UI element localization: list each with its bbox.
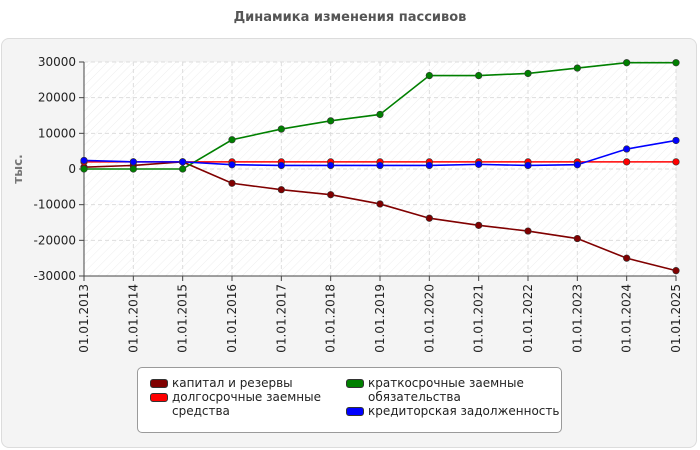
series-0-point [277,186,285,194]
series-1-point [672,158,680,166]
series-0-point [672,267,680,275]
series-2-point [376,110,384,119]
series-0-point [327,191,335,199]
series-2-point [129,165,137,173]
x-tick-label: 01.01.2019 [373,284,387,353]
x-tick-label: 01.01.2022 [521,284,535,353]
series-2-point [672,59,680,67]
series-2-point [277,125,285,133]
series-2-point [228,136,236,144]
series-2-point [573,64,581,72]
legend-swatch-accounts-payable [346,407,364,416]
series-3-point [623,145,631,153]
legend-item-capital: капитал и резервы [150,376,293,390]
legend-label-short-term-loans: краткосрочные заемные обязательства [368,376,524,404]
series-2-point [179,165,187,173]
x-tick-label: 01.01.2015 [176,284,190,353]
x-tick-label: 01.01.2014 [126,284,140,353]
series-3-point [524,161,532,170]
series-2-point [475,71,483,80]
series-3-point [573,161,581,169]
series-0-point [573,234,581,243]
series-3-point [672,136,680,145]
series-1-point [623,158,631,166]
series-0-point [623,254,631,262]
x-tick-label: 01.01.2018 [324,284,338,353]
series-2-point [425,71,433,80]
series-0-point [376,200,384,208]
y-tick-label: 20000 [38,91,76,105]
series-3-point [425,161,433,170]
x-tick-label: 01.01.2020 [422,284,436,353]
y-tick-label: -10000 [33,198,76,212]
legend-item-accounts-payable: кредиторская задолженность [346,404,559,418]
series-0-point [228,179,236,187]
series-0-point [524,227,532,235]
legend-item-short-term-loans: краткосрочные заемные обязательства [346,376,524,404]
legend: капитал и резервы долгосрочные заемные с… [137,367,562,433]
y-tick-label: -20000 [33,233,76,247]
x-tick-label: 01.01.2017 [274,284,288,353]
x-tick-label: 01.01.2025 [669,284,683,353]
legend-label-capital: капитал и резервы [172,376,293,390]
legend-swatch-long-term-loans [150,393,168,402]
x-tick-label: 01.01.2024 [620,284,634,353]
series-3-point [129,158,137,166]
y-axis-label: тыс. [11,154,25,183]
x-tick-label: 01.01.2016 [225,284,239,353]
y-tick-label: 10000 [38,126,76,140]
series-3-point [475,160,483,168]
series-2-point [327,117,335,125]
y-tick-label: -30000 [33,269,76,283]
chart-title: Динамика изменения пассивов [233,10,467,25]
series-2-point [524,69,532,78]
series-3-point [179,158,187,166]
series-2-point [80,165,88,173]
x-tick-label: 01.01.2023 [570,284,584,353]
x-tick-label: 01.01.2013 [77,284,91,353]
series-2-point [623,59,631,67]
y-tick-label: 30000 [38,55,76,69]
y-tick-label: 0 [68,162,76,176]
legend-swatch-capital [150,379,168,388]
series-0-point [475,221,483,229]
series-3-point [327,161,335,170]
series-3-point [376,161,384,170]
legend-label-accounts-payable: кредиторская задолженность [368,404,560,418]
series-3-point [277,161,285,170]
series-3-point [80,156,88,165]
legend-item-long-term-loans: долгосрочные заемные средства [150,390,321,418]
series-0-point [425,214,433,222]
x-tick-label: 01.01.2021 [472,284,486,353]
series-3-point [228,161,236,169]
legend-label-long-term-loans: долгосрочные заемные средства [172,390,321,418]
legend-swatch-short-term-loans [346,379,364,388]
